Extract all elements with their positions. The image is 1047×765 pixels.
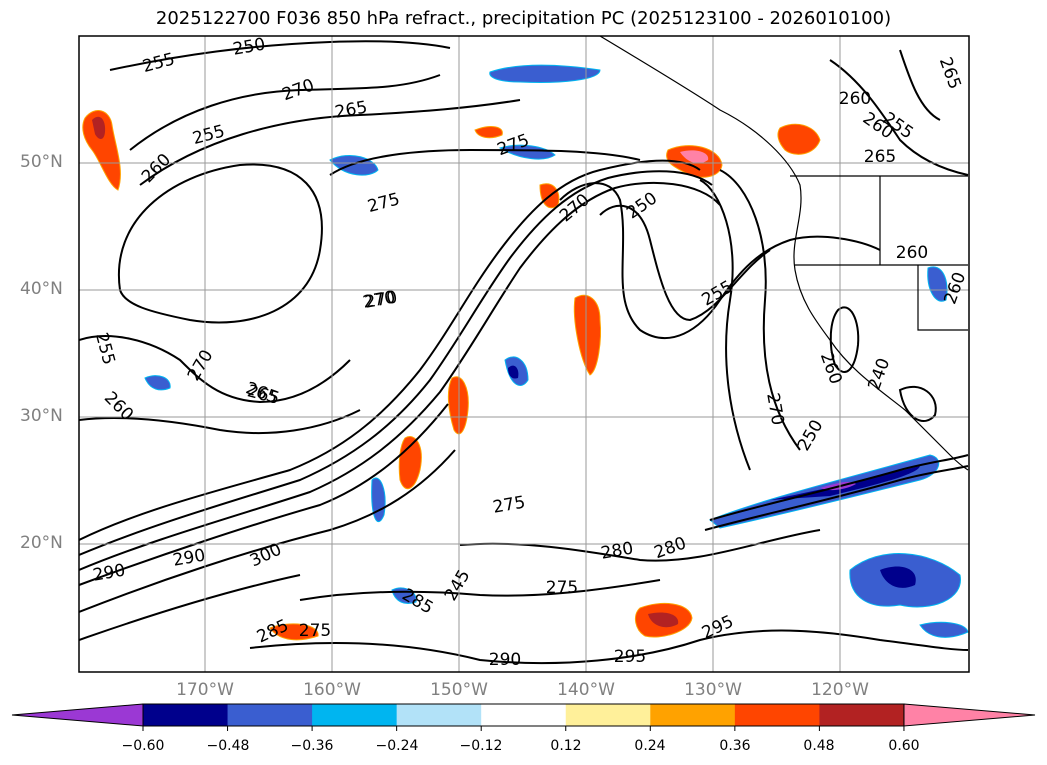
contour-line <box>829 59 969 176</box>
precip-blob <box>82 110 121 191</box>
contour-line <box>559 182 881 340</box>
precip-blob <box>489 64 601 83</box>
colorbar <box>11 703 1036 731</box>
lon-label-140w: 140°W <box>557 680 615 700</box>
contour-line <box>899 49 941 121</box>
coastline <box>599 36 969 471</box>
map-frame <box>78 35 970 673</box>
precip-blob <box>92 116 106 139</box>
contour-line <box>709 454 969 521</box>
colorbar-extend-low <box>11 703 144 727</box>
contour-line <box>79 574 301 641</box>
lat-label-50n: 50°N <box>20 152 63 172</box>
colorbar-segment <box>565 704 651 726</box>
colorbar-segment <box>227 704 313 726</box>
colorbar-segment <box>819 704 905 726</box>
precip-blob <box>498 144 556 160</box>
contour-line <box>79 449 456 613</box>
colorbar-segment <box>396 704 482 726</box>
contour-line <box>79 181 721 571</box>
precip-blob <box>880 566 916 588</box>
colorbar-tick-label: 0.36 <box>719 738 751 754</box>
contour-line <box>829 306 860 373</box>
lon-label-130w: 130°W <box>684 680 742 700</box>
colorbar-tick-label: 0.48 <box>803 738 835 754</box>
contour-line <box>139 99 521 186</box>
colorbar-segment <box>481 704 567 726</box>
contour-line <box>704 465 969 531</box>
colorbar-segment <box>650 704 736 726</box>
contour-label: 295 <box>614 647 646 667</box>
contour-label: 260 <box>896 243 928 263</box>
precip-blob <box>573 294 601 376</box>
contour-line <box>79 409 361 435</box>
lat-label-20n: 20°N <box>20 533 63 553</box>
precip-blob <box>648 612 679 628</box>
precip-blob <box>680 150 709 164</box>
contour-label: 290 <box>489 650 521 670</box>
precip-blob <box>144 375 171 391</box>
contour-label: 275 <box>546 578 578 598</box>
precip-blob <box>919 621 969 638</box>
precip-blob <box>269 623 319 641</box>
lon-label-150w: 150°W <box>430 680 488 700</box>
contour-line <box>299 579 661 601</box>
contour-line <box>129 74 441 151</box>
precip-blob <box>447 376 469 435</box>
colorbar-frame <box>142 703 905 727</box>
contour-line <box>79 170 713 556</box>
colorbar-tick-label: 0.12 <box>550 738 582 754</box>
contour-line <box>79 159 701 541</box>
lon-label-120w: 120°W <box>811 680 869 700</box>
lon-label-160w: 160°W <box>303 680 361 700</box>
colorbar-tick-label: −0.24 <box>375 738 419 754</box>
colorbar-tick-label: 0.24 <box>634 738 666 754</box>
refractivity-contours <box>79 40 969 665</box>
precip-blob <box>474 126 503 139</box>
colorbar-tick-label: −0.12 <box>459 738 503 754</box>
contour-line <box>117 163 323 324</box>
colorbar-segment <box>734 704 820 726</box>
precip-blob <box>508 365 519 379</box>
contour-line <box>249 629 969 665</box>
contour-line <box>79 335 351 404</box>
contour-line <box>699 179 751 471</box>
chart-title: 2025122700 F036 850 hPa refract., precip… <box>155 8 892 29</box>
colorbar-tick-label: −0.36 <box>290 738 334 754</box>
state-border <box>917 265 968 331</box>
colorbar-tick-label: −0.48 <box>206 738 250 754</box>
precip-blob <box>371 477 386 522</box>
colorbar-extend-high <box>903 703 1036 727</box>
map-background <box>79 36 969 672</box>
colorbar-tick-label: 0.60 <box>888 738 920 754</box>
coastline-north-america <box>599 36 969 471</box>
lat-label-30n: 30°N <box>20 406 63 426</box>
contour-line <box>898 385 937 422</box>
lat-label-40n: 40°N <box>20 279 63 299</box>
precip-blob <box>927 266 948 302</box>
contour-label: 265 <box>864 147 896 167</box>
colorbar-segment <box>312 704 398 726</box>
contour-line <box>329 148 641 176</box>
colorbar-segment <box>143 704 229 726</box>
lon-label-170w: 170°W <box>176 680 234 700</box>
contour-line <box>109 40 451 71</box>
contour-line <box>79 403 449 586</box>
contour-label: 275 <box>299 621 331 641</box>
colorbar-tick-label: −0.60 <box>121 738 165 754</box>
contour-label: 260 <box>839 89 871 109</box>
precip-blob <box>777 123 821 155</box>
contour-line <box>719 169 801 451</box>
precipitation-shading <box>82 64 969 641</box>
